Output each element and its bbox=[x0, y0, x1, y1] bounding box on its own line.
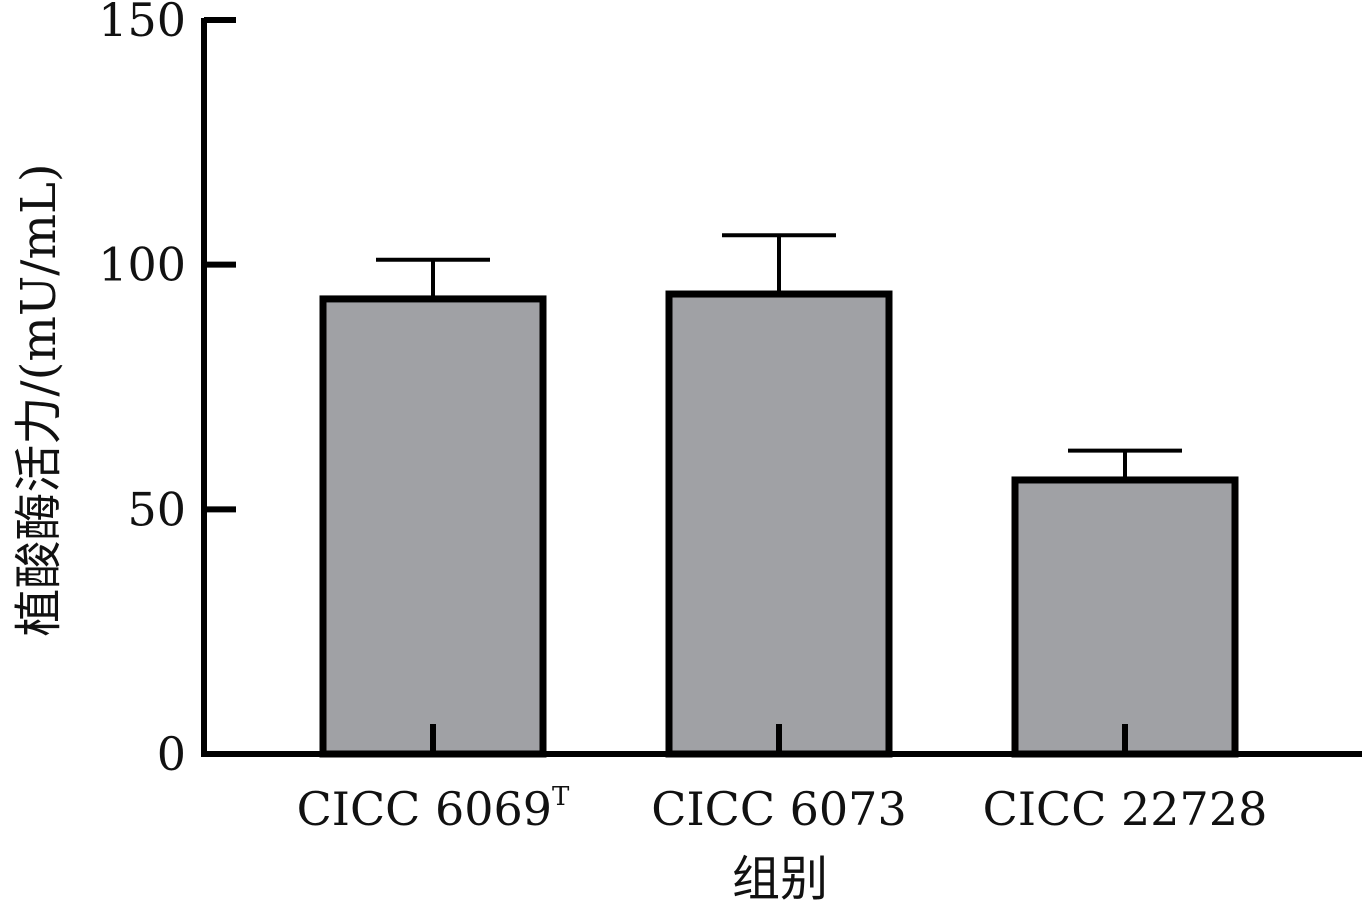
bar bbox=[319, 295, 547, 758]
y-tick-label: 100 bbox=[98, 238, 186, 292]
x-tick-labels: CICC 6069T CICC 6073 CICC 22728 bbox=[297, 782, 1268, 836]
y-tick-label: 0 bbox=[157, 727, 186, 781]
bars bbox=[319, 233, 1239, 758]
x-tick-label-text: CICC 6073 bbox=[651, 782, 906, 836]
y-tick-label: 150 bbox=[98, 0, 186, 47]
y-tick-label: 50 bbox=[127, 482, 186, 536]
x-tick-label-text: CICC 22728 bbox=[983, 782, 1268, 836]
x-tick-label-text: CICC 6069 bbox=[297, 782, 552, 836]
x-tick-label: CICC 22728 bbox=[983, 782, 1268, 836]
x-axis-title: 组别 bbox=[732, 851, 828, 907]
x-tick-label-superscript: T bbox=[552, 782, 570, 812]
x-tick-label: CICC 6073 bbox=[651, 782, 906, 836]
y-axis-title: 植酸酶活力/(mU/mL) bbox=[11, 163, 67, 636]
bar bbox=[665, 290, 893, 758]
x-tick-label: CICC 6069T bbox=[297, 782, 570, 836]
bar bbox=[1011, 476, 1239, 758]
